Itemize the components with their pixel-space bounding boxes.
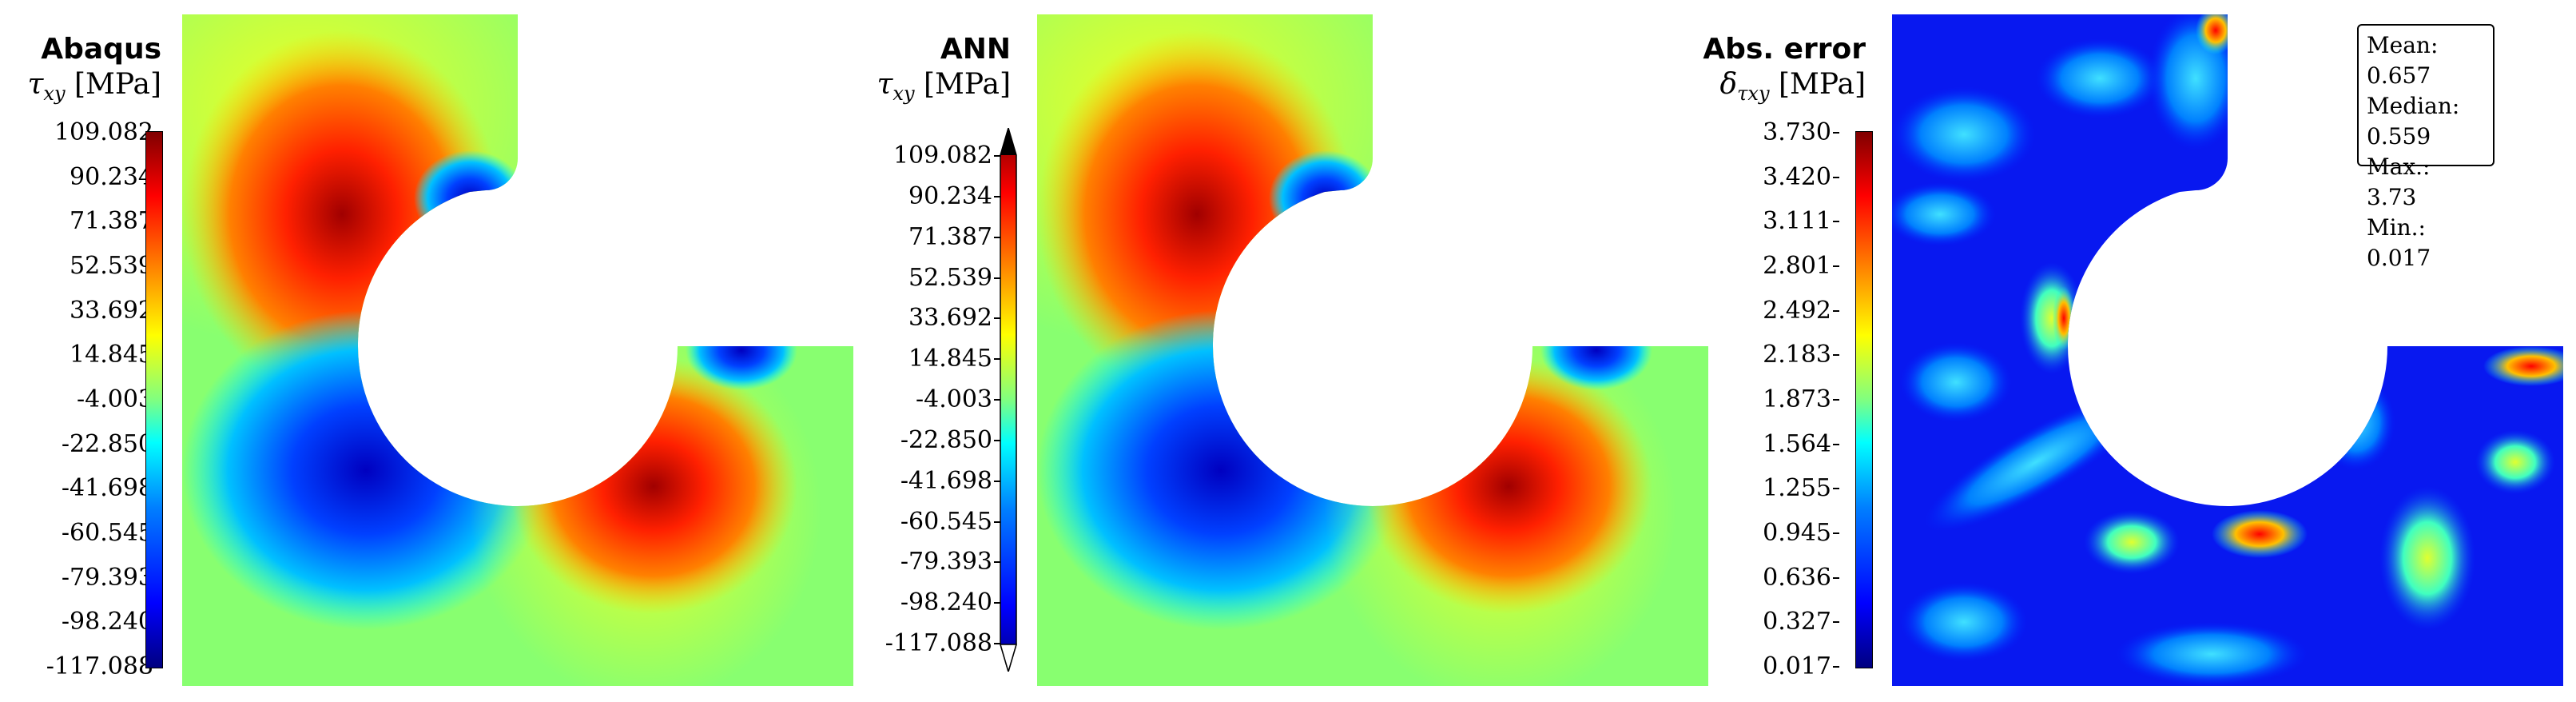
colorbar-tick-mark (1833, 488, 1839, 490)
colorbar-tick-label: 14.845 (70, 341, 153, 369)
stats-box: Mean: 0.657 Median: 0.559 Max.: 3.73 Min… (2357, 24, 2495, 271)
colorbar-tick-mark (1833, 443, 1839, 445)
colorbar-tick-label: 1.564 (1763, 429, 1831, 458)
colorbar-tick-label: 71.387 (908, 222, 992, 251)
colorbar-tick-mark (1833, 265, 1839, 267)
colorbar-tick-label: -4.003 (76, 385, 153, 413)
colorbar-tick-mark (1833, 666, 1839, 668)
colorbar-tick-mark (994, 195, 1000, 197)
colorbar-extended (999, 128, 1018, 672)
colorbar-tick-label: 1.873 (1763, 385, 1831, 413)
colorbar-tick-mark (994, 155, 1000, 157)
title-label: Abaqus (41, 33, 161, 66)
colorbar-tick-mark (1833, 132, 1839, 134)
colorbar-tick-mark (994, 399, 1000, 401)
colorbar-tick-label: -4.003 (915, 385, 992, 413)
colorbar-tick-mark (1833, 221, 1839, 223)
colorbar-tick-label: 33.692 (70, 296, 153, 325)
colorbar-tick-label: 90.234 (70, 162, 153, 191)
colorbar-tick-label: 3.111 (1763, 207, 1831, 236)
colorbar-tick-label: -41.698 (61, 474, 153, 503)
quantity-label: τxy [MPa] (877, 68, 1012, 106)
colorbar-tick-label: 0.945 (1763, 519, 1831, 547)
colorbar (1855, 131, 1873, 668)
colorbar-tick-label: 52.539 (908, 263, 992, 292)
colorbar-tick-mark (994, 317, 1000, 320)
stat-min: Min.: 0.017 (2367, 214, 2431, 271)
colorbar-tick-mark (1833, 532, 1839, 534)
colorbar-tick-label: 71.387 (70, 207, 153, 236)
colorbar-tick-mark (994, 602, 1000, 604)
colorbar-tick-label: -60.545 (61, 519, 153, 547)
colorbar-tick-label: 3.420 (1763, 162, 1831, 191)
colorbar-tick-label: -79.393 (900, 548, 992, 576)
colorbar-tick-mark (1833, 621, 1839, 624)
colorbar-tick-mark (994, 480, 1000, 482)
colorbar-tick-label: -22.850 (900, 425, 992, 454)
colorbar-tick-mark (1833, 176, 1839, 178)
stress-field-ann (1037, 14, 1708, 686)
stress-field-abaqus (182, 14, 853, 686)
colorbar-tick-mark (1833, 309, 1839, 312)
colorbar-tick-label: -117.088 (885, 629, 992, 657)
colorbar-tick-label: -98.240 (900, 588, 992, 617)
panel-title: ANN τxy [MPa] (847, 32, 1012, 111)
colorbar-tick-mark (994, 439, 1000, 441)
colorbar-tick-label: 3.730 (1763, 118, 1831, 146)
colorbar-ticks: 3.730 3.420 3.111 2.801 2.492 2.183 1.873 1.564… (1678, 0, 1854, 702)
colorbar-tick-label: 14.845 (908, 345, 992, 373)
colorbar-tick-label: 2.492 (1763, 296, 1831, 325)
title-label: ANN (940, 33, 1011, 66)
colorbar-ticks: 109.082 90.234 71.387 52.539 33.692 14.845 -4.… (839, 0, 1015, 702)
colorbar-tick-label: 109.082 (892, 142, 992, 170)
colorbar (145, 131, 163, 668)
colorbar-tick-label: 52.539 (70, 252, 153, 280)
colorbar-tick-label: 109.082 (54, 118, 153, 146)
stat-median: Median: 0.559 (2367, 93, 2460, 150)
error-field (1892, 14, 2563, 686)
colorbar-tick-mark (994, 643, 1000, 644)
colorbar-tick-label: -98.240 (61, 608, 153, 636)
colorbar-tick-label: 2.801 (1763, 252, 1831, 280)
colorbar-tick-mark (1833, 576, 1839, 579)
colorbar-tick-label: 0.327 (1763, 608, 1831, 636)
panel-title: Abs. error δτxy [MPa] (1686, 32, 1866, 111)
quantity-label: τxy [MPa] (27, 68, 162, 106)
stat-mean: Mean: 0.657 (2367, 32, 2439, 89)
colorbar-tick-label: -41.698 (900, 466, 992, 495)
colorbar-tick-mark (994, 521, 1000, 523)
colorbar-tick-label: 1.255 (1763, 474, 1831, 503)
colorbar-tick-label: 2.183 (1763, 341, 1831, 369)
colorbar-tick-label: -60.545 (900, 507, 992, 536)
colorbar-tick-label: -117.088 (46, 652, 153, 680)
colorbar-tick-mark (994, 561, 1000, 564)
colorbar-tick-mark (994, 236, 1000, 238)
colorbar-tick-mark (994, 358, 1000, 361)
colorbar-tick-mark (1833, 399, 1839, 401)
colorbar-tick-label: 33.692 (908, 304, 992, 333)
stat-max: Max.: 3.73 (2367, 154, 2431, 210)
colorbar-tick-label: -79.393 (61, 563, 153, 592)
colorbar-tick-mark (1833, 354, 1839, 357)
colorbar-tick-label: 0.017 (1763, 652, 1831, 680)
quantity-label: δτxy [MPa] (1719, 68, 1866, 106)
title-label: Abs. error (1703, 33, 1866, 66)
colorbar-tick-mark (994, 277, 1000, 279)
panel-title: Abaqus τxy [MPa] (16, 32, 162, 111)
colorbar-tick-label: -22.850 (61, 429, 153, 458)
colorbar-tick-label: 0.636 (1763, 563, 1831, 592)
colorbar-ticks: 109.082 90.234 71.387 52.539 33.692 14.845 -4.… (0, 0, 176, 702)
colorbar-tick-label: 90.234 (908, 181, 992, 210)
